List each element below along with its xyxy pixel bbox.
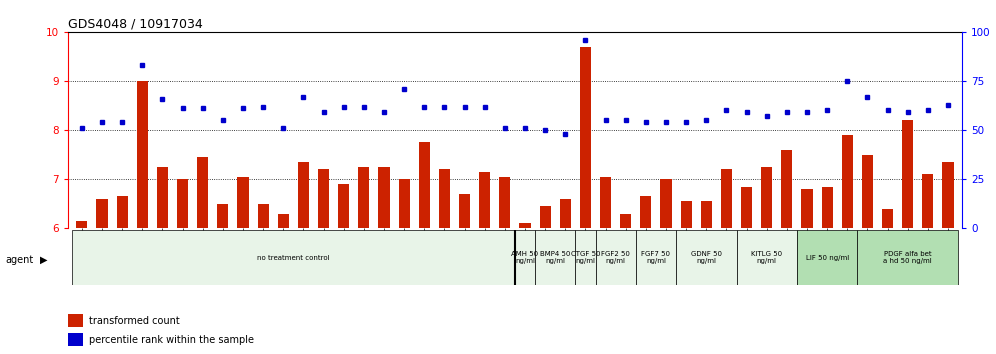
Bar [68, 333, 83, 346]
Bar [398, 179, 409, 228]
Text: AMH 50
ng/ml: AMH 50 ng/ml [511, 251, 539, 264]
Text: FGF2 50
ng/ml: FGF2 50 ng/ml [602, 251, 630, 264]
Bar [459, 194, 470, 228]
Text: BMP4 50
ng/ml: BMP4 50 ng/ml [540, 251, 571, 264]
Bar [378, 167, 389, 228]
Text: no treatment control: no treatment control [257, 255, 330, 261]
Bar [701, 201, 712, 228]
Bar [520, 223, 531, 228]
Bar [68, 314, 83, 327]
Text: LIF 50 ng/ml: LIF 50 ng/ml [806, 255, 849, 261]
Bar [680, 201, 691, 228]
Bar [359, 167, 370, 228]
Bar [676, 230, 736, 285]
Bar [298, 162, 309, 228]
Bar [439, 170, 450, 228]
Bar [576, 230, 596, 285]
Bar [822, 187, 833, 228]
Bar [258, 204, 269, 228]
Bar [479, 172, 490, 228]
Text: transformed count: transformed count [89, 316, 179, 326]
Bar [237, 177, 249, 228]
Bar [97, 199, 108, 228]
Bar [499, 177, 510, 228]
Text: CTGF 50
ng/ml: CTGF 50 ng/ml [571, 251, 601, 264]
Bar [318, 170, 329, 228]
Bar [802, 189, 813, 228]
Bar [761, 167, 772, 228]
Bar [77, 221, 88, 228]
Text: percentile rank within the sample: percentile rank within the sample [89, 335, 254, 345]
Bar [842, 135, 853, 228]
Bar [560, 199, 571, 228]
Bar [117, 196, 127, 228]
Bar [596, 230, 635, 285]
Bar [339, 184, 350, 228]
Bar [797, 230, 858, 285]
Text: GDNF 50
ng/ml: GDNF 50 ng/ml [691, 251, 722, 264]
Text: agent: agent [5, 255, 33, 265]
Bar [635, 230, 676, 285]
Bar [515, 230, 535, 285]
Bar [640, 196, 651, 228]
Bar [736, 230, 797, 285]
Bar [600, 177, 612, 228]
Text: KITLG 50
ng/ml: KITLG 50 ng/ml [751, 251, 782, 264]
Bar [922, 174, 933, 228]
Bar [741, 187, 752, 228]
Bar [217, 204, 228, 228]
Text: FGF7 50
ng/ml: FGF7 50 ng/ml [641, 251, 670, 264]
Bar [781, 150, 793, 228]
Text: GDS4048 / 10917034: GDS4048 / 10917034 [68, 18, 202, 31]
Bar [535, 230, 576, 285]
Bar [862, 155, 873, 228]
Bar [418, 142, 430, 228]
Bar [882, 209, 893, 228]
Text: PDGF alfa bet
a hd 50 ng/ml: PDGF alfa bet a hd 50 ng/ml [883, 251, 932, 264]
Bar [177, 179, 188, 228]
Text: ▶: ▶ [40, 255, 48, 265]
Bar [858, 230, 958, 285]
Bar [278, 213, 289, 228]
Bar [156, 167, 168, 228]
Bar [721, 170, 732, 228]
Bar [902, 120, 913, 228]
Bar [540, 206, 551, 228]
Bar [72, 230, 515, 285]
Bar [136, 81, 147, 228]
Bar [660, 179, 671, 228]
Bar [197, 157, 208, 228]
Bar [580, 47, 591, 228]
Bar [942, 162, 953, 228]
Bar [621, 213, 631, 228]
